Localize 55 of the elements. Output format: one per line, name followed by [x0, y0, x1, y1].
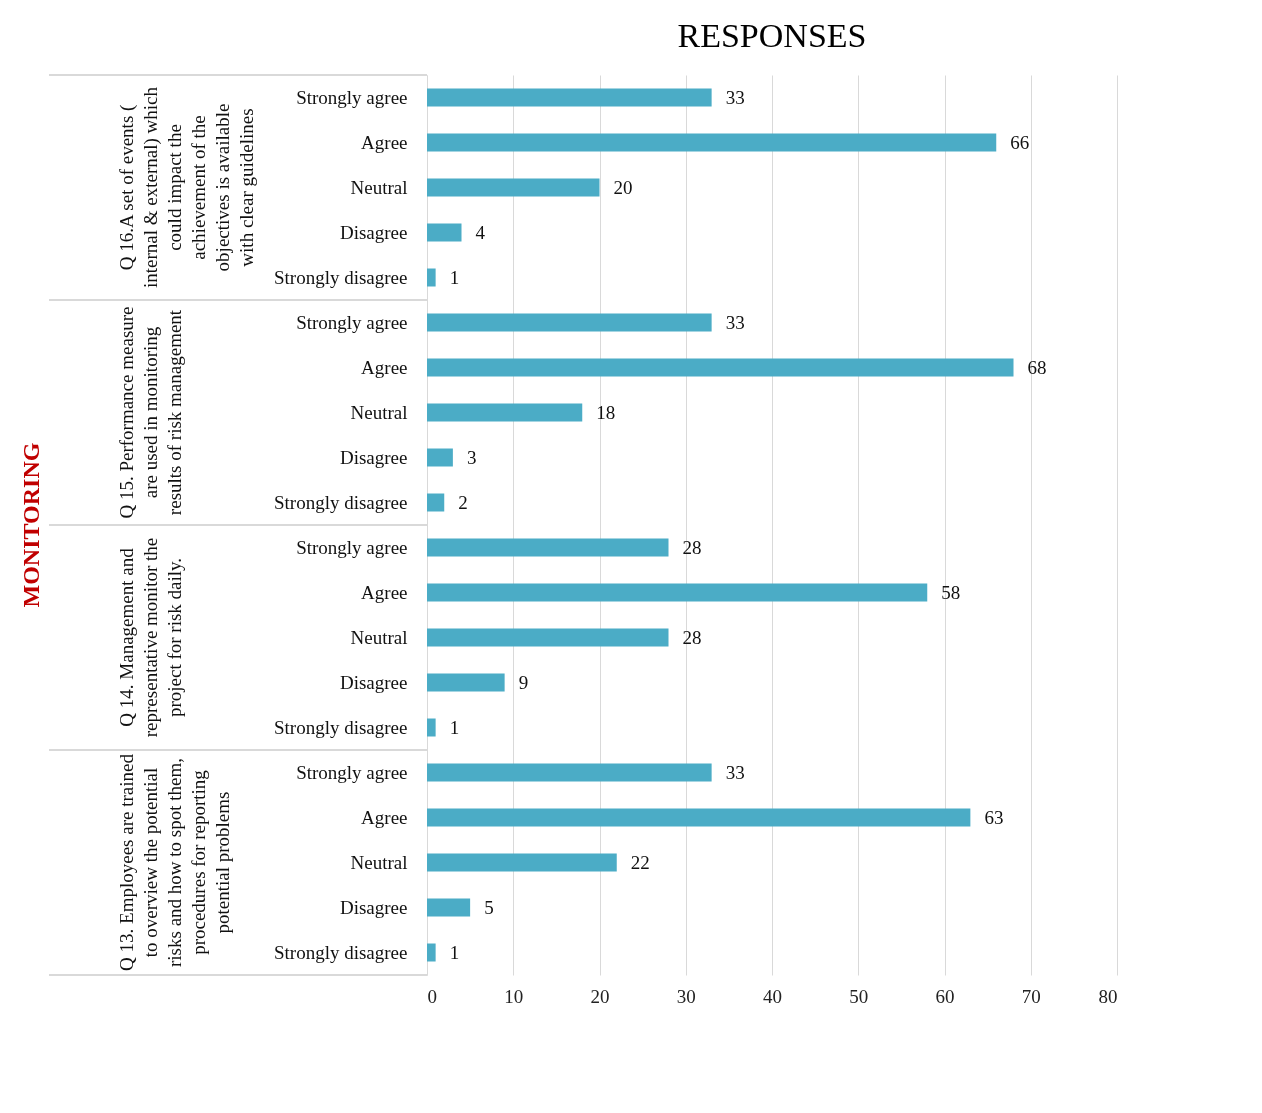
- data-label: 33: [725, 86, 745, 108]
- x-tick-label: 10: [504, 985, 524, 1007]
- text: MONITORING: [18, 442, 44, 608]
- x-tick-label: 80: [1098, 985, 1118, 1007]
- y-tick-label: Strongly disagree: [273, 266, 408, 288]
- data-label: 33: [725, 761, 745, 783]
- x-tick-label: 50: [849, 985, 869, 1007]
- y-tick-label: Disagree: [339, 221, 408, 243]
- x-tick-label: 20: [590, 985, 610, 1007]
- data-label: 1: [449, 716, 460, 738]
- y-tick-label: Strongly agree: [296, 536, 408, 558]
- text: Q 13. Employees are trained to overview the potential risks and how to spot them, procedures for reporting potential problems: [116, 753, 233, 971]
- y-tick-label: Neutral: [350, 176, 408, 198]
- y-tick-label: Disagree: [339, 671, 408, 693]
- data-label: 4: [475, 221, 486, 243]
- y-tick-label: Neutral: [350, 626, 408, 648]
- data-label: 68: [1027, 356, 1047, 378]
- y-tick-label: Agree: [361, 356, 408, 378]
- data-label: 1: [449, 266, 460, 288]
- x-tick-label: 30: [676, 985, 696, 1007]
- data-label: 1: [449, 941, 460, 963]
- y-tick-label: Strongly disagree: [273, 941, 408, 963]
- data-label: 2: [458, 491, 468, 513]
- x-tick-label: 0: [427, 985, 437, 1007]
- data-label: 58: [941, 581, 961, 603]
- text: Q 16.A set of events ( internal & external) which could impact the achievement of the objectives is available with clear guidelines: [116, 86, 257, 289]
- data-label: 66: [1010, 131, 1030, 153]
- data-label: 3: [466, 446, 477, 468]
- data-label: 33: [725, 311, 745, 333]
- x-tick-label: 60: [935, 985, 955, 1007]
- y-tick-label: Strongly agree: [296, 86, 408, 108]
- x-tick-label: 40: [763, 985, 782, 1007]
- y-tick-label: Disagree: [339, 446, 408, 468]
- y-tick-label: Strongly agree: [296, 311, 408, 333]
- y-tick-label: Disagree: [339, 896, 408, 918]
- y-tick-label: Strongly disagree: [273, 716, 408, 738]
- data-label: 9: [518, 671, 529, 693]
- x-tick-label: 70: [1021, 985, 1041, 1007]
- y-tick-label: Agree: [361, 131, 408, 153]
- y-tick-label: Agree: [361, 581, 408, 603]
- data-label: 5: [484, 896, 494, 918]
- data-label: 63: [984, 806, 1004, 828]
- y-tick-label: Strongly agree: [296, 761, 408, 783]
- data-label: 28: [682, 536, 702, 558]
- data-label: 28: [682, 626, 702, 648]
- y-tick-label: Neutral: [350, 401, 408, 423]
- chart-title: RESPONSES: [677, 17, 867, 54]
- text: Q 14. Management and representative monitor the project for risk daily.: [116, 537, 185, 738]
- text: Q 15. Performance measure are used in monitoring results of risk management: [116, 306, 185, 519]
- data-label: 22: [630, 851, 650, 873]
- data-label: 18: [596, 401, 616, 423]
- y-tick-label: Strongly disagree: [273, 491, 408, 513]
- y-tick-label: Neutral: [350, 851, 408, 873]
- y-tick-label: Agree: [361, 806, 408, 828]
- data-label: 20: [613, 176, 633, 198]
